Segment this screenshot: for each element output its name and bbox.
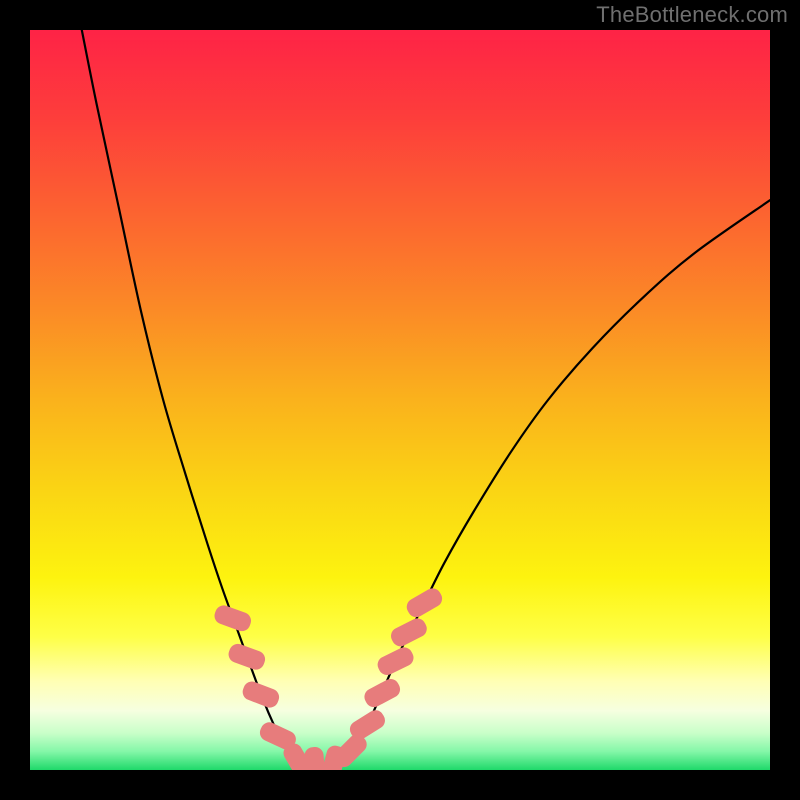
curve-marker [304,747,325,784]
watermark-text: TheBottleneck.com [596,2,788,28]
chart-svg [0,0,800,800]
stage: TheBottleneck.com [0,0,800,800]
